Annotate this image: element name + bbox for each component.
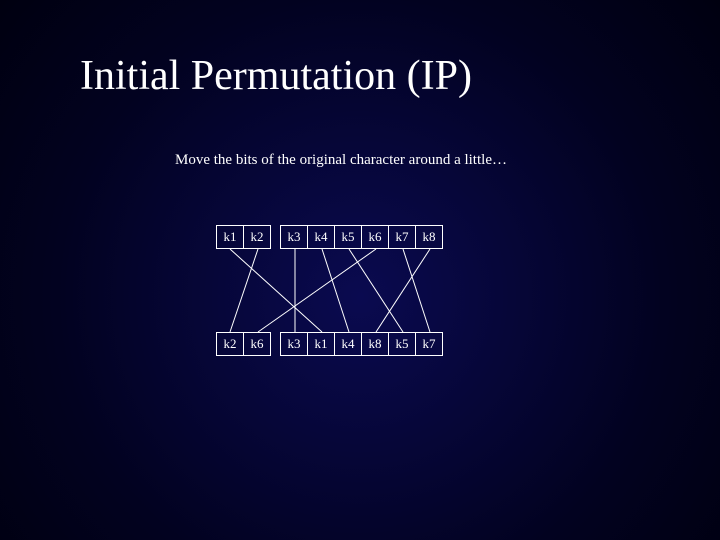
permutation-cell: k8 (361, 332, 389, 356)
permutation-cell: k1 (216, 225, 244, 249)
permutation-edge (258, 249, 376, 332)
permutation-cell: k3 (280, 225, 308, 249)
permutation-cell: k4 (307, 225, 335, 249)
permutation-cell: k7 (415, 332, 443, 356)
page-subtitle: Move the bits of the original character … (175, 152, 507, 169)
permutation-cell: k1 (307, 332, 335, 356)
permutation-cell: k5 (334, 225, 362, 249)
permutation-cell: k6 (361, 225, 389, 249)
permutation-cell: k7 (388, 225, 416, 249)
permutation-cell: k3 (280, 332, 308, 356)
permutation-edge (230, 249, 322, 332)
page-title: Initial Permutation (IP) (80, 52, 472, 100)
permutation-edge (376, 249, 430, 332)
permutation-cell: k5 (388, 332, 416, 356)
permutation-edge (349, 249, 403, 332)
permutation-cell: k8 (415, 225, 443, 249)
permutation-edge (230, 249, 258, 332)
permutation-cell: k2 (216, 332, 244, 356)
permutation-top-row: k1k2 k3k4k5k6k7k8 (216, 225, 443, 249)
permutation-bottom-row: k2k6 k3k1k4k8k5k7 (216, 332, 443, 356)
permutation-cell: k2 (243, 225, 271, 249)
permutation-edge (403, 249, 430, 332)
permutation-cell: k4 (334, 332, 362, 356)
permutation-edge (322, 249, 349, 332)
permutation-cell: k6 (243, 332, 271, 356)
